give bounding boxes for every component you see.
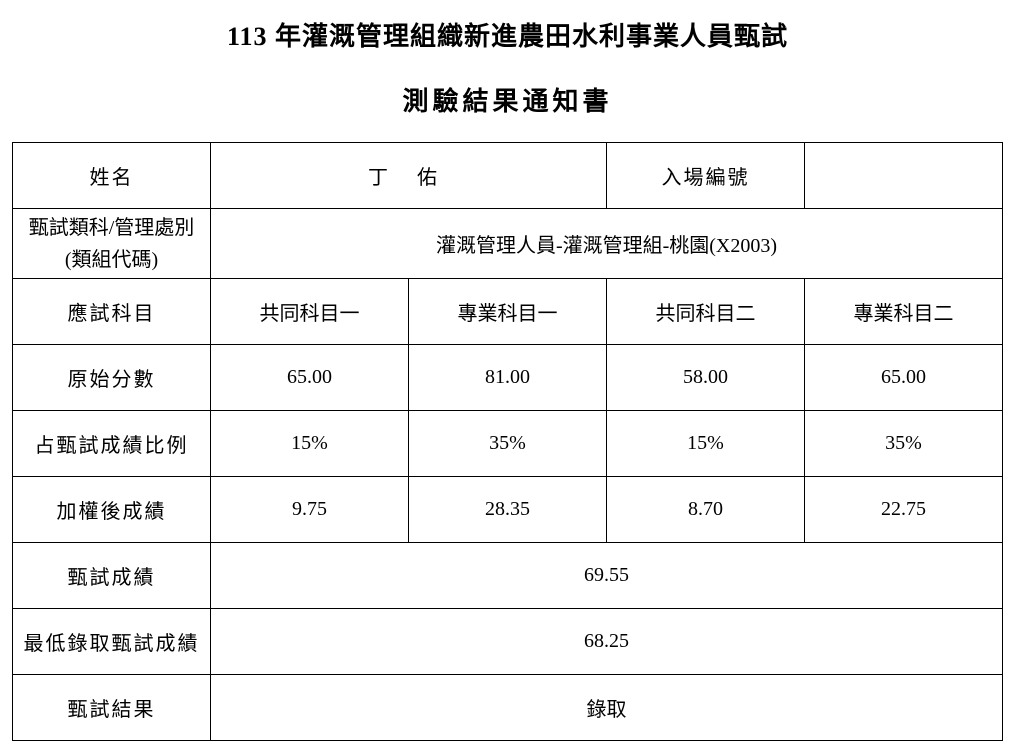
table-row: 最低錄取甄試成績 68.25 [13,609,1003,675]
label-weighted-score: 加權後成績 [13,477,211,543]
table-row: 原始分數 65.00 81.00 58.00 65.00 [13,345,1003,411]
raw-score-3: 65.00 [805,345,1003,411]
value-category: 灌溉管理人員-灌溉管理組-桃園(X2003) [211,209,1003,279]
label-category-line2: (類組代碼) [65,249,158,271]
weighted-score-2: 8.70 [607,477,805,543]
weight-ratio-2: 15% [607,411,805,477]
page-title-line2: 測驗結果通知書 [12,81,1003,118]
result-table: 姓名 丁 佑 入場編號 甄試類科/管理處別 (類組代碼) 灌溉管理人員-灌溉管理… [12,142,1003,741]
weighted-score-0: 9.75 [211,477,409,543]
label-raw-score: 原始分數 [13,345,211,411]
table-row: 應試科目 共同科目一 專業科目一 共同科目二 專業科目二 [13,279,1003,345]
weighted-score-3: 22.75 [805,477,1003,543]
label-name: 姓名 [13,143,211,209]
weight-ratio-3: 35% [805,411,1003,477]
page-title-line1: 113 年灌溉管理組織新進農田水利事業人員甄試 [12,16,1003,53]
label-subjects: 應試科目 [13,279,211,345]
weight-ratio-1: 35% [409,411,607,477]
table-row: 甄試成績 69.55 [13,543,1003,609]
weighted-score-1: 28.35 [409,477,607,543]
value-name: 丁 佑 [211,143,607,209]
label-weight-ratio: 占甄試成績比例 [13,411,211,477]
label-total-score: 甄試成績 [13,543,211,609]
label-min-pass-score: 最低錄取甄試成績 [13,609,211,675]
table-row: 加權後成績 9.75 28.35 8.70 22.75 [13,477,1003,543]
label-category: 甄試類科/管理處別 (類組代碼) [13,209,211,279]
table-row: 占甄試成績比例 15% 35% 15% 35% [13,411,1003,477]
raw-score-1: 81.00 [409,345,607,411]
raw-score-0: 65.00 [211,345,409,411]
label-result: 甄試結果 [13,675,211,741]
value-result: 錄取 [211,675,1003,741]
table-row: 甄試類科/管理處別 (類組代碼) 灌溉管理人員-灌溉管理組-桃園(X2003) [13,209,1003,279]
label-category-line1: 甄試類科/管理處別 [29,217,195,239]
table-row: 甄試結果 錄取 [13,675,1003,741]
subject-col-0: 共同科目一 [211,279,409,345]
table-row: 姓名 丁 佑 入場編號 [13,143,1003,209]
raw-score-2: 58.00 [607,345,805,411]
weight-ratio-0: 15% [211,411,409,477]
subject-col-2: 共同科目二 [607,279,805,345]
value-admission-number [805,143,1003,209]
subject-col-3: 專業科目二 [805,279,1003,345]
value-min-pass-score: 68.25 [211,609,1003,675]
subject-col-1: 專業科目一 [409,279,607,345]
label-admission-number: 入場編號 [607,143,805,209]
value-total-score: 69.55 [211,543,1003,609]
